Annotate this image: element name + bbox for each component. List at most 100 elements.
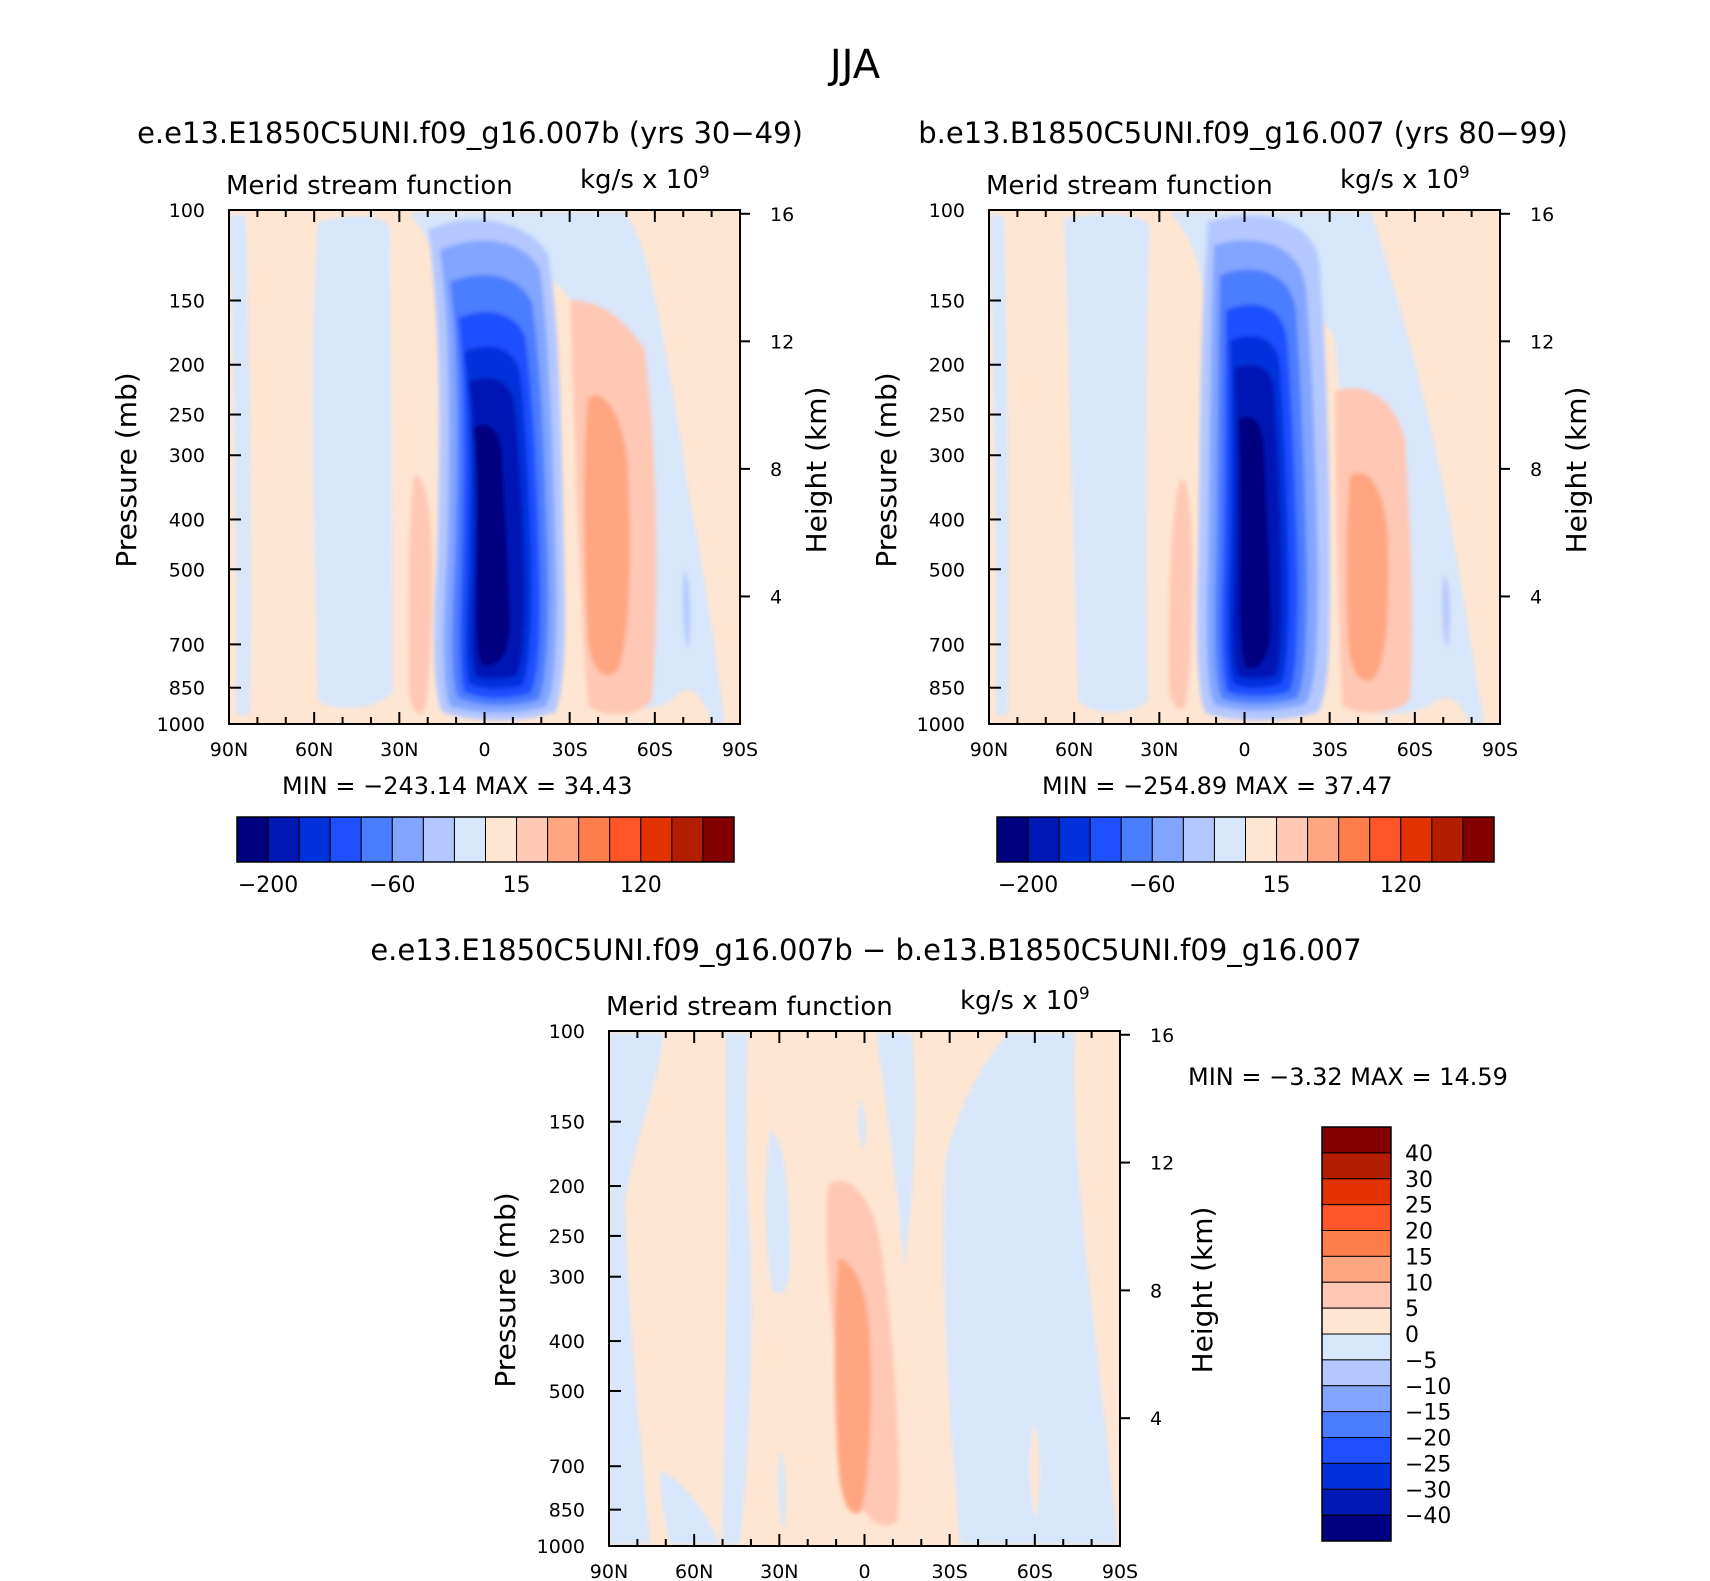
colorbar-swatch: [1321, 1411, 1392, 1438]
y-right-tick-label: 4: [770, 586, 782, 608]
colorbar-label: −5: [1405, 1349, 1437, 1374]
diff-contours: [610, 1033, 1118, 1544]
x-tick-label: 60N: [295, 739, 333, 761]
y-tick-label: 250: [549, 1226, 585, 1248]
right-axes: 90N 60N 30N 0 30S 60S 90S 100 150 200 250 300 400 500…: [917, 200, 1555, 761]
diff-chart: 90N 60N 30N 0 30S 60S 90S100150200250300400500…: [489, 984, 1508, 1581]
colorbar-frame: [236, 816, 735, 863]
colorbar-label: 120: [1380, 873, 1422, 898]
x-tick-label: 30N: [760, 1561, 798, 1581]
colorbar-swatch: [547, 816, 580, 863]
y-right-tick-label: 4: [1530, 586, 1542, 608]
colorbar-label: 25: [1405, 1194, 1433, 1219]
y-tick-label: 850: [549, 1500, 585, 1522]
colorbar-swatch: [236, 816, 269, 863]
y-tick-label: 150: [169, 291, 205, 313]
y-right-tick-label: 16: [770, 204, 794, 226]
left-axes: 90N 60N 30N 0 30S 60S 90S 100 150 200 250 300 400 500…: [157, 200, 795, 761]
diff-y-axis-label: Pressure (mb): [489, 1192, 522, 1387]
colorbar-swatch: [360, 816, 393, 863]
colorbar-swatch: [1400, 816, 1433, 863]
colorbar-swatch: [1058, 816, 1091, 863]
y-tick-label: 1000: [917, 714, 965, 736]
x-tick-label: 60S: [1397, 739, 1433, 761]
y-tick-label: 700: [929, 634, 965, 656]
y-tick-label: 300: [549, 1267, 585, 1289]
colorbar-swatch: [1462, 816, 1495, 863]
left-min-max-label: MIN = −243.14 MAX = 34.43: [282, 772, 632, 800]
colorbar-swatch: [1321, 1255, 1392, 1283]
x-tick-label: 90N: [590, 1561, 628, 1581]
colorbar-swatch: [702, 816, 735, 863]
x-tick-label: 0: [478, 739, 490, 761]
colorbar-label: −40: [1405, 1504, 1451, 1529]
left-chart-title: Merid stream function: [226, 171, 513, 201]
x-tick-label: 30N: [1140, 739, 1178, 761]
colorbar-swatch: [1321, 1126, 1392, 1154]
x-tick-label: 90N: [970, 739, 1008, 761]
right-min-max-label: MIN = −254.89 MAX = 37.47: [1042, 772, 1392, 800]
x-tick-label: 60N: [1055, 739, 1093, 761]
colorbar-swatch: [1245, 816, 1278, 863]
colorbar-swatch: [1321, 1333, 1392, 1361]
diff-y-right-axis-label: Height (km): [1186, 1207, 1219, 1374]
colorbar-frame: [996, 816, 1495, 863]
colorbar-swatch: [1276, 816, 1309, 863]
colorbar-swatch: [1321, 1307, 1392, 1335]
y-right-tick-label: 8: [1530, 459, 1542, 481]
y-right-tick-label: 12: [770, 331, 794, 353]
y-right-tick-label: 16: [1150, 1025, 1174, 1047]
colorbar-label: 120: [620, 873, 662, 898]
y-tick-label: 400: [169, 509, 205, 531]
colorbar-swatch: [516, 816, 549, 863]
diff-axes: 90N 60N 30N 0 30S 60S 90S 100 150 200 250 300 400 500…: [537, 1021, 1175, 1581]
colorbar-swatch: [1321, 1385, 1392, 1413]
colorbar-swatch: [1321, 1178, 1392, 1206]
colorbar-swatch: [1321, 1488, 1392, 1516]
colorbar-label: 15: [503, 873, 531, 898]
right-colorbar: −200 −60 15 120: [996, 816, 1495, 898]
colorbar-label: −60: [1129, 873, 1175, 898]
colorbar-label: −15: [1405, 1401, 1451, 1426]
y-right-tick-label: 8: [1150, 1280, 1162, 1302]
colorbar-swatch: [1321, 1462, 1392, 1490]
colorbar-label: 10: [1405, 1271, 1433, 1296]
colorbar-swatch: [1431, 816, 1464, 863]
y-tick-label: 300: [169, 445, 205, 467]
colorbar-swatch: [298, 816, 331, 863]
y-tick-label: 100: [169, 200, 205, 222]
y-tick-label: 150: [929, 291, 965, 313]
x-tick-label: 0: [858, 1561, 870, 1581]
x-tick-label: 30S: [552, 739, 588, 761]
y-tick-label: 500: [929, 559, 965, 581]
x-tick-label: 30S: [932, 1561, 968, 1581]
colorbar-frame: [1321, 1126, 1392, 1542]
y-tick-label: 200: [169, 355, 205, 377]
right-chart-title: Merid stream function: [986, 171, 1273, 201]
season-title: JJA: [827, 42, 881, 88]
difference-case-title: e.e13.E1850C5UNI.f09_g16.007b − b.e13.B1…: [370, 933, 1361, 967]
colorbar-swatch: [422, 816, 455, 863]
colorbar-swatch: [996, 816, 1029, 863]
y-tick-label: 1000: [157, 714, 205, 736]
y-tick-label: 850: [929, 678, 965, 700]
x-tick-label: 60N: [675, 1561, 713, 1581]
x-tick-label: 60S: [637, 739, 673, 761]
x-tick-label: 90N: [210, 739, 248, 761]
y-tick-label: 100: [929, 200, 965, 222]
colorbar-swatch: [1321, 1230, 1392, 1257]
colorbar-swatch: [1321, 1437, 1392, 1464]
colorbar-swatch: [329, 816, 362, 863]
colorbar-swatch: [267, 816, 300, 863]
colorbar-label: 15: [1405, 1245, 1433, 1270]
diff-min-max-label: MIN = −3.32 MAX = 14.59: [1188, 1063, 1508, 1091]
y-tick-label: 150: [549, 1112, 585, 1134]
right-units-label: kg/s x 109: [1340, 163, 1470, 195]
colorbar-label: 30: [1405, 1168, 1433, 1193]
right-y-right-axis-label: Height (km): [1560, 387, 1593, 554]
colorbar-label: 20: [1405, 1220, 1433, 1245]
y-tick-label: 400: [549, 1331, 585, 1353]
colorbar-label: 15: [1263, 873, 1291, 898]
